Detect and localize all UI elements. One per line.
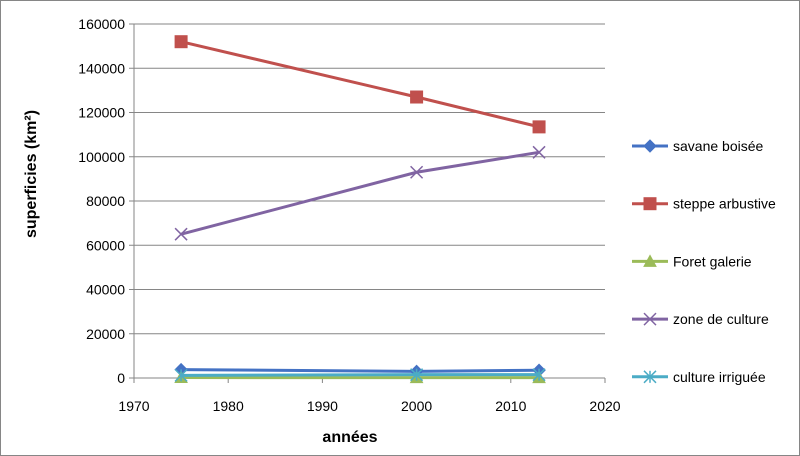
data-point xyxy=(410,90,424,104)
data-point xyxy=(532,145,546,159)
x-tick-label: 2010 xyxy=(495,398,526,414)
y-tick-label: 60000 xyxy=(86,237,125,253)
marker-stroke xyxy=(410,165,424,179)
marker-stroke xyxy=(532,145,546,159)
legend-marker xyxy=(643,370,657,384)
series-steppe-arbustive xyxy=(174,35,546,134)
series-line xyxy=(180,150,540,236)
legend-marker xyxy=(643,254,657,267)
legend-label: steppe arbustive xyxy=(673,196,776,212)
legend: savane boisée steppe arbustive Foret galer… xyxy=(632,138,776,385)
series-line xyxy=(180,40,540,129)
series-culture-irrigu-e xyxy=(174,368,546,382)
y-tick-label: 0 xyxy=(117,370,125,386)
legend-label: Foret galerie xyxy=(673,253,752,269)
legend-item-steppe-arbustive: steppe arbustive xyxy=(632,196,776,212)
gridlines xyxy=(134,23,605,335)
legend-label: savane boisée xyxy=(673,138,764,154)
legend-marker xyxy=(643,197,657,211)
x-tick-label: 2020 xyxy=(589,398,620,414)
legend-item-foret-galerie: Foret galerie xyxy=(632,253,752,269)
legend-item-zone-de-culture: zone de culture xyxy=(632,311,769,327)
series-zone-de-culture xyxy=(174,145,546,241)
series-line xyxy=(181,373,540,377)
axes xyxy=(129,23,606,383)
marker-stroke xyxy=(174,227,188,241)
tick-labels: 0 20000 40000 60000 80000 100000 120000 140000 1… xyxy=(78,16,620,414)
y-tick-label: 160000 xyxy=(78,16,125,32)
y-tick-label: 20000 xyxy=(86,326,125,342)
x-tick-label: 1980 xyxy=(213,398,244,414)
y-tick-label: 100000 xyxy=(78,149,125,165)
legend-label: zone de culture xyxy=(673,311,769,327)
data-point xyxy=(174,35,188,49)
x-tick-label: 1970 xyxy=(118,398,149,414)
legend-item-culture-irrigu-e: culture irriguée xyxy=(632,369,766,385)
data-point xyxy=(174,368,188,382)
x-axis-title: années xyxy=(322,429,377,446)
data-point xyxy=(410,368,424,382)
series-line xyxy=(181,368,540,373)
data-point xyxy=(410,165,424,179)
y-tick-label: 80000 xyxy=(86,193,125,209)
y-tick-label: 40000 xyxy=(86,282,125,298)
y-tick-label: 120000 xyxy=(78,105,125,121)
x-tick-label: 2000 xyxy=(401,398,432,414)
legend-label: culture irriguée xyxy=(673,369,766,385)
series-lines xyxy=(174,35,546,384)
legend-marker xyxy=(643,312,657,326)
y-axis-title: superficies (km²) xyxy=(23,110,40,238)
data-point xyxy=(174,227,188,241)
x-tick-label: 1990 xyxy=(307,398,338,414)
marker-stroke xyxy=(643,312,657,326)
legend-item-savane-bois-e: savane boisée xyxy=(632,138,764,154)
y-tick-label: 140000 xyxy=(78,60,125,76)
legend-marker xyxy=(643,139,657,153)
data-point xyxy=(532,368,546,382)
data-point xyxy=(532,120,546,134)
